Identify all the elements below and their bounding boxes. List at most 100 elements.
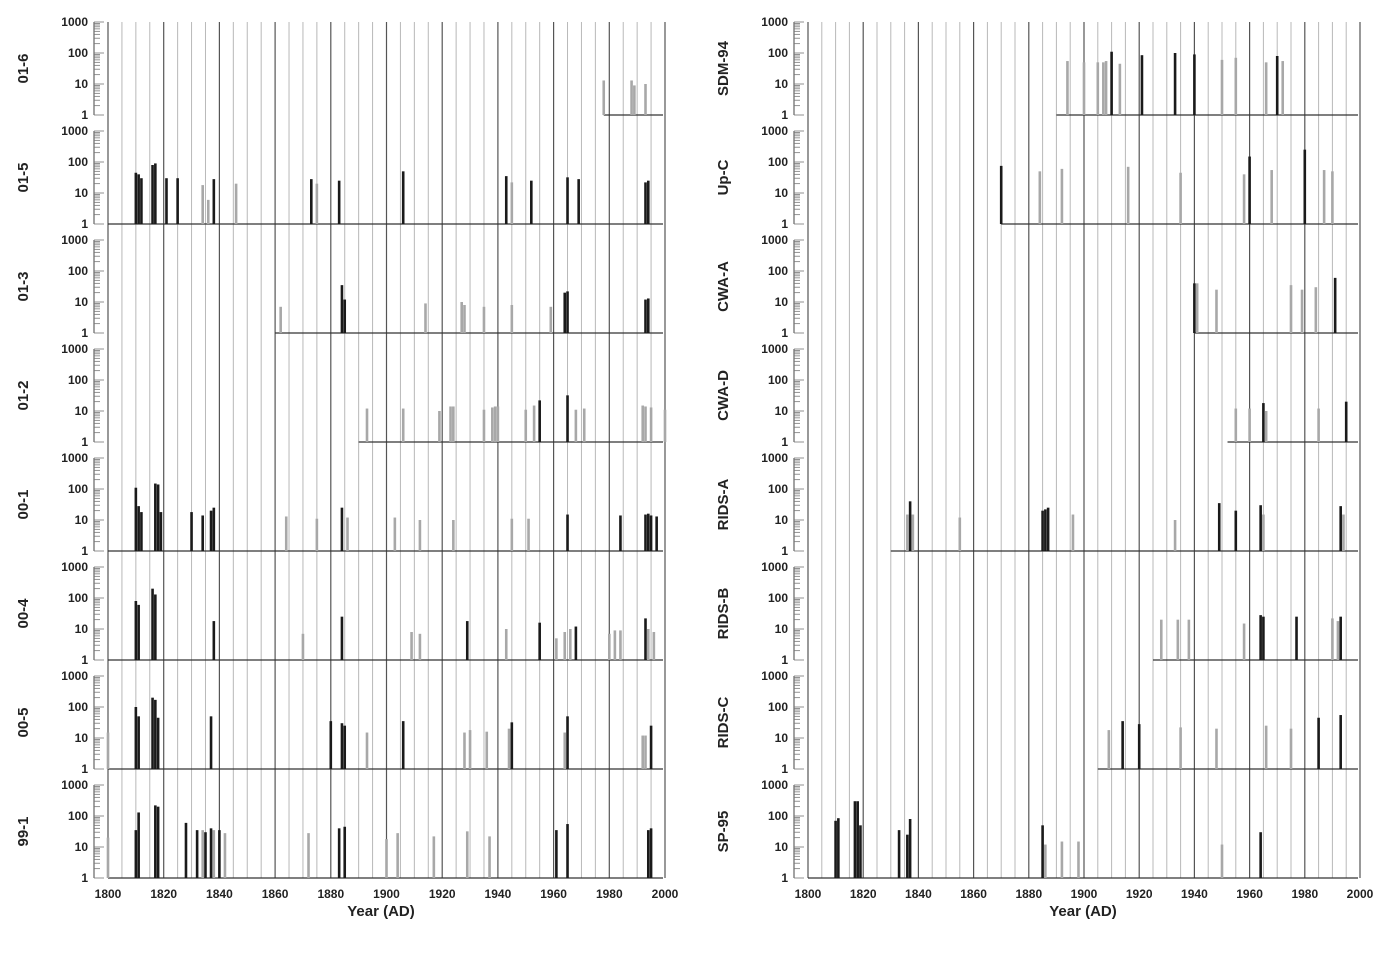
bar (1082, 62, 1086, 115)
y-tick-label: 1000 (61, 342, 88, 356)
bar (1264, 411, 1268, 442)
x-tick-label: 1920 (429, 887, 456, 901)
bar (1126, 166, 1130, 224)
bar (630, 80, 633, 115)
bar (401, 408, 405, 442)
y-tick-label: 1 (781, 108, 788, 122)
bar (906, 834, 909, 878)
bar (154, 163, 157, 224)
panel-01-5: 1 10 100 1000 01-5 (15, 124, 663, 231)
panel-label: SP-95 (715, 811, 732, 853)
panel-RIDS-B: 1 10 100 1000 RIDS-B (715, 560, 1358, 667)
bar (385, 839, 388, 878)
panel-label: Up-C (715, 159, 732, 195)
bar (424, 303, 427, 333)
y-tick-label: 1000 (761, 451, 788, 465)
panel-01-3: 1 10 100 1000 01-3 (15, 233, 663, 340)
y-tick-label: 10 (75, 186, 89, 200)
x-tick-label: 1840 (206, 887, 233, 901)
bar (569, 629, 572, 660)
bar (284, 516, 288, 551)
panel-label: 00-4 (15, 598, 32, 629)
panel-99-1: 1 10 100 1000 99-1 (15, 778, 663, 885)
bar (507, 728, 511, 769)
bar (209, 510, 213, 551)
bar (859, 825, 862, 878)
bar (134, 487, 138, 551)
bar (1215, 728, 1218, 769)
y-tick-label: 1000 (761, 560, 788, 574)
bar (337, 828, 341, 878)
bar (504, 176, 508, 224)
bar (538, 400, 541, 442)
y-tick-label: 1 (781, 326, 788, 340)
bar (1193, 54, 1196, 115)
y-tick-label: 10 (75, 622, 89, 636)
bar (619, 630, 622, 660)
bar (897, 830, 901, 878)
x-tick-label: 1940 (485, 887, 512, 901)
bar (1242, 623, 1246, 660)
bar (1041, 825, 1044, 878)
bar (1248, 408, 1251, 442)
bar (1331, 171, 1334, 224)
bar (140, 512, 143, 551)
x-tick-label: 1840 (905, 887, 932, 901)
bar (908, 819, 912, 878)
bar (527, 518, 530, 551)
y-tick-label: 100 (68, 482, 88, 496)
bar (1259, 615, 1262, 660)
bar (510, 722, 514, 769)
y-tick-label: 1 (781, 217, 788, 231)
y-tick-label: 100 (768, 591, 788, 605)
bar (154, 805, 157, 878)
bar (1275, 56, 1279, 115)
panel-label: 01-3 (15, 271, 32, 301)
bar (154, 699, 157, 769)
bar (134, 172, 138, 224)
panel-label: RIDS-C (715, 697, 732, 749)
y-tick-label: 10 (775, 840, 789, 854)
bar (566, 716, 569, 769)
y-tick-label: 10 (75, 404, 89, 418)
bar (468, 730, 472, 769)
panel-00-4: 1 10 100 1000 00-4 (15, 560, 663, 667)
y-tick-label: 100 (68, 264, 88, 278)
bar (1281, 61, 1285, 115)
y-tick-label: 100 (68, 591, 88, 605)
bar (566, 395, 569, 442)
y-tick-label: 1000 (761, 15, 788, 29)
bar (496, 406, 500, 442)
bar (1193, 283, 1196, 333)
bar (958, 517, 962, 551)
x-axis-title: Year (AD) (347, 903, 415, 920)
y-tick-label: 1000 (761, 233, 788, 247)
y-tick-label: 1000 (761, 669, 788, 683)
bar (1038, 171, 1042, 224)
bar (566, 177, 569, 224)
panel-label: RIDS-B (715, 588, 732, 640)
bar (307, 833, 310, 878)
bar (340, 616, 344, 660)
bar (1041, 510, 1044, 551)
bar (190, 512, 193, 551)
y-tick-label: 1 (81, 871, 88, 885)
bar (1289, 728, 1293, 769)
bar (401, 721, 405, 769)
y-tick-label: 1000 (61, 15, 88, 29)
bar (165, 178, 168, 224)
bar (1264, 725, 1268, 769)
bar (649, 515, 653, 551)
bar (641, 735, 645, 769)
y-tick-label: 1000 (61, 451, 88, 465)
bar (602, 80, 606, 115)
panel-RIDS-C: 1 10 100 1000 RIDS-C (715, 669, 1358, 776)
bar (1300, 289, 1304, 333)
bar (1289, 285, 1293, 333)
bar (1066, 61, 1069, 115)
y-tick-label: 1000 (761, 778, 788, 792)
bar (1339, 506, 1342, 551)
bar (1262, 616, 1265, 660)
bar (204, 832, 207, 878)
